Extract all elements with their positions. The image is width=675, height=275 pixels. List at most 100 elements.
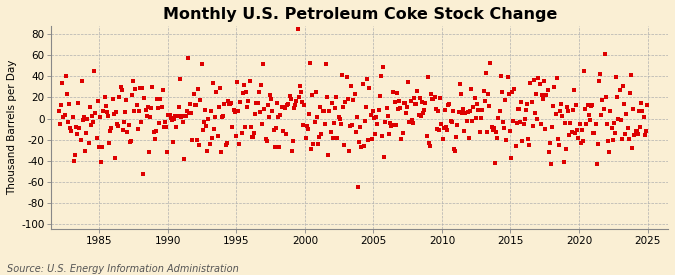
Point <box>566 130 577 134</box>
Point <box>560 147 571 151</box>
Point <box>519 117 530 121</box>
Point <box>55 122 65 126</box>
Point <box>271 126 281 130</box>
Point <box>116 88 127 92</box>
Point <box>425 144 435 148</box>
Point <box>238 91 248 95</box>
Point <box>416 100 427 104</box>
Point <box>306 147 317 152</box>
Point <box>129 108 140 113</box>
Point <box>203 117 214 122</box>
Point <box>587 103 597 107</box>
Point <box>173 105 184 109</box>
Point <box>509 87 520 92</box>
Point <box>578 138 589 143</box>
Point <box>641 128 651 133</box>
Point <box>84 105 95 110</box>
Point <box>360 105 371 109</box>
Point <box>138 172 148 176</box>
Point <box>124 140 135 144</box>
Point <box>464 109 475 113</box>
Point <box>431 126 442 131</box>
Point <box>240 125 250 130</box>
Point <box>215 86 225 90</box>
Point <box>338 105 348 109</box>
Point <box>111 121 122 126</box>
Point <box>580 107 591 111</box>
Point <box>149 136 160 141</box>
Point <box>66 128 77 133</box>
Point <box>107 97 118 101</box>
Point <box>310 90 321 95</box>
Point <box>504 92 514 96</box>
Point <box>268 128 279 132</box>
Point <box>352 114 362 119</box>
Point <box>493 116 504 120</box>
Point <box>362 76 373 81</box>
Point <box>145 115 156 119</box>
Point <box>243 99 254 103</box>
Point <box>502 75 513 79</box>
Point <box>385 123 396 128</box>
Point <box>195 98 206 102</box>
Point <box>227 124 238 129</box>
Point <box>250 112 261 116</box>
Point <box>315 104 326 109</box>
Point <box>289 106 300 110</box>
Point <box>542 88 553 92</box>
Point <box>529 77 539 82</box>
Point <box>182 109 192 113</box>
Point <box>508 119 518 123</box>
Point <box>140 108 151 112</box>
Point <box>433 108 443 113</box>
Point <box>510 144 521 148</box>
Point <box>516 100 526 104</box>
Point <box>485 61 496 65</box>
Point <box>115 85 126 90</box>
Point <box>134 86 145 91</box>
Point <box>205 109 216 113</box>
Point <box>530 111 541 115</box>
Point <box>186 111 196 115</box>
Point <box>430 107 441 112</box>
Point <box>621 112 632 116</box>
Point <box>197 128 208 132</box>
Point <box>58 115 69 119</box>
Point <box>487 128 498 132</box>
Point <box>274 145 285 149</box>
Point <box>415 114 426 119</box>
Point <box>319 109 329 114</box>
Point <box>278 104 289 109</box>
Text: Source: U.S. Energy Information Administration: Source: U.S. Energy Information Administ… <box>7 264 238 274</box>
Point <box>575 141 586 145</box>
Point <box>176 115 186 119</box>
Point <box>337 73 348 77</box>
Point <box>177 114 188 119</box>
Point <box>279 106 290 110</box>
Point <box>299 103 310 107</box>
Point <box>245 125 256 129</box>
Point <box>350 130 361 134</box>
Point <box>593 142 603 146</box>
Point <box>405 98 416 103</box>
Point <box>608 138 618 142</box>
Point <box>518 122 529 126</box>
Point <box>169 117 180 121</box>
Point <box>616 137 627 141</box>
Point <box>248 130 259 135</box>
Point <box>160 120 171 125</box>
Point <box>452 123 463 128</box>
Point <box>67 114 78 119</box>
Point <box>171 125 182 129</box>
Point <box>395 105 406 110</box>
Point <box>533 76 544 81</box>
Point <box>281 132 292 136</box>
Point <box>545 162 556 166</box>
Point <box>273 115 284 119</box>
Point <box>153 106 163 111</box>
Point <box>375 94 385 98</box>
Point <box>377 134 387 138</box>
Point <box>82 116 92 121</box>
Point <box>394 99 404 104</box>
Point <box>631 129 642 133</box>
